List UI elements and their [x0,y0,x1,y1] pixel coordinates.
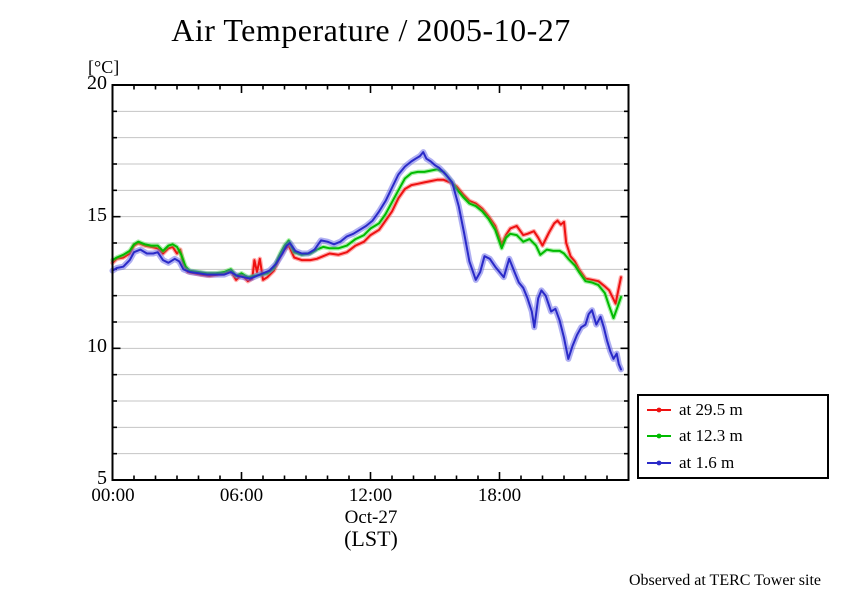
y-tick-label-10: 10 [87,335,107,357]
legend-item: at 29.5 m [639,397,827,423]
legend: at 29.5 m at 12.3 m at 1.6 m [637,394,829,479]
plot-border [111,84,630,481]
series-halo-3 [109,149,624,373]
legend-label: at 1.6 m [679,452,735,472]
x-tick-label-0000: 00:00 [91,485,135,506]
legend-line-sample-icon [647,407,671,413]
x-tick-label-0600: 06:00 [219,485,264,506]
y-tick-label-20: 20 [87,72,107,94]
y-tick-label-5: 5 [97,467,107,489]
legend-item: at 12.3 m [639,423,827,449]
x-tick-label-1800: 18:00 [477,485,522,506]
series-line-2 [111,168,622,320]
legend-line-sample-icon [647,434,671,439]
y-axis-unit-label: [°C] [88,57,120,77]
series-line-3 [111,151,622,371]
x-axis-date-label: Oct-27 [344,507,398,528]
legend-item: at 1.6 m [639,450,827,476]
chart-title: Air Temperature / 2005-10-27 [171,12,571,48]
footer-observed-site: Observed at TERC Tower site [628,572,821,589]
legend-label: at 29.5 m [679,400,743,420]
y-tick-label-15: 15 [87,204,107,226]
legend-line-sample-icon [647,460,671,466]
x-tick-label-1200: 12:00 [348,485,393,506]
x-axis-timezone-label: (LST) [344,526,398,551]
legend-label: at 12.3 m [679,426,743,446]
footer-annotations: Observed at TERC Tower site Created Auto… [378,533,821,595]
